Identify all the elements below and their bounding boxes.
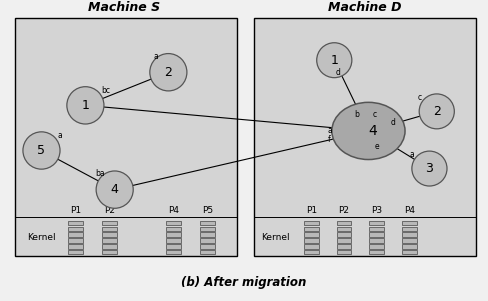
Ellipse shape — [96, 171, 133, 208]
FancyBboxPatch shape — [369, 227, 384, 231]
FancyBboxPatch shape — [200, 232, 215, 237]
FancyBboxPatch shape — [402, 232, 417, 237]
Text: P1: P1 — [70, 206, 81, 215]
FancyBboxPatch shape — [304, 250, 319, 254]
Text: 2: 2 — [433, 105, 441, 118]
Text: Machine S: Machine S — [88, 1, 161, 14]
FancyBboxPatch shape — [102, 227, 117, 231]
FancyBboxPatch shape — [68, 238, 83, 243]
Text: a: a — [153, 52, 158, 61]
FancyBboxPatch shape — [369, 238, 384, 243]
FancyBboxPatch shape — [304, 238, 319, 243]
FancyBboxPatch shape — [166, 227, 181, 231]
Ellipse shape — [150, 54, 187, 91]
Text: P2: P2 — [339, 206, 349, 215]
FancyBboxPatch shape — [68, 221, 83, 225]
FancyBboxPatch shape — [166, 238, 181, 243]
Ellipse shape — [332, 102, 405, 160]
FancyBboxPatch shape — [402, 250, 417, 254]
FancyBboxPatch shape — [304, 227, 319, 231]
Ellipse shape — [317, 43, 352, 78]
Text: Kernel: Kernel — [261, 233, 290, 242]
Text: P2: P2 — [104, 206, 115, 215]
FancyBboxPatch shape — [166, 232, 181, 237]
FancyBboxPatch shape — [102, 250, 117, 254]
FancyBboxPatch shape — [200, 238, 215, 243]
Text: bc: bc — [101, 86, 110, 95]
FancyBboxPatch shape — [337, 238, 351, 243]
Ellipse shape — [412, 151, 447, 186]
Text: (b) After migration: (b) After migration — [182, 276, 306, 290]
Text: d: d — [336, 68, 341, 77]
Text: b: b — [354, 110, 359, 119]
FancyBboxPatch shape — [68, 227, 83, 231]
FancyBboxPatch shape — [369, 250, 384, 254]
FancyBboxPatch shape — [200, 244, 215, 249]
Text: c: c — [372, 110, 376, 119]
FancyBboxPatch shape — [402, 244, 417, 249]
FancyBboxPatch shape — [337, 244, 351, 249]
Text: P3: P3 — [371, 206, 382, 215]
Text: a: a — [410, 150, 414, 159]
Text: 5: 5 — [38, 144, 45, 157]
FancyBboxPatch shape — [102, 232, 117, 237]
FancyBboxPatch shape — [200, 221, 215, 225]
FancyBboxPatch shape — [102, 238, 117, 243]
FancyBboxPatch shape — [68, 244, 83, 249]
FancyBboxPatch shape — [337, 227, 351, 231]
FancyBboxPatch shape — [68, 232, 83, 237]
FancyBboxPatch shape — [402, 238, 417, 243]
FancyBboxPatch shape — [102, 221, 117, 225]
Text: 1: 1 — [81, 99, 89, 112]
FancyBboxPatch shape — [254, 18, 476, 256]
FancyBboxPatch shape — [304, 244, 319, 249]
Ellipse shape — [419, 94, 454, 129]
Ellipse shape — [23, 132, 60, 169]
FancyBboxPatch shape — [369, 244, 384, 249]
FancyBboxPatch shape — [369, 221, 384, 225]
Text: a: a — [57, 131, 62, 140]
FancyBboxPatch shape — [369, 232, 384, 237]
FancyBboxPatch shape — [337, 221, 351, 225]
Text: P5: P5 — [202, 206, 213, 215]
Text: P4: P4 — [404, 206, 415, 215]
Text: 3: 3 — [426, 162, 433, 175]
Text: 1: 1 — [330, 54, 338, 67]
FancyBboxPatch shape — [337, 232, 351, 237]
Text: f: f — [328, 135, 331, 144]
FancyBboxPatch shape — [166, 250, 181, 254]
FancyBboxPatch shape — [200, 227, 215, 231]
FancyBboxPatch shape — [102, 244, 117, 249]
Text: a: a — [327, 126, 332, 135]
FancyBboxPatch shape — [402, 221, 417, 225]
Text: P4: P4 — [168, 206, 179, 215]
Text: 4: 4 — [368, 124, 377, 138]
FancyBboxPatch shape — [68, 250, 83, 254]
FancyBboxPatch shape — [200, 250, 215, 254]
Ellipse shape — [67, 87, 104, 124]
FancyBboxPatch shape — [402, 227, 417, 231]
Text: e: e — [375, 142, 380, 151]
Text: 4: 4 — [111, 183, 119, 196]
Text: P1: P1 — [306, 206, 317, 215]
Text: d: d — [390, 118, 395, 127]
FancyBboxPatch shape — [15, 18, 237, 256]
FancyBboxPatch shape — [304, 232, 319, 237]
Text: ba: ba — [95, 169, 104, 178]
Text: Machine D: Machine D — [328, 1, 402, 14]
Text: 2: 2 — [164, 66, 172, 79]
FancyBboxPatch shape — [304, 221, 319, 225]
FancyBboxPatch shape — [337, 250, 351, 254]
FancyBboxPatch shape — [166, 244, 181, 249]
Text: Kernel: Kernel — [27, 233, 56, 242]
Text: c: c — [418, 93, 422, 102]
FancyBboxPatch shape — [166, 221, 181, 225]
